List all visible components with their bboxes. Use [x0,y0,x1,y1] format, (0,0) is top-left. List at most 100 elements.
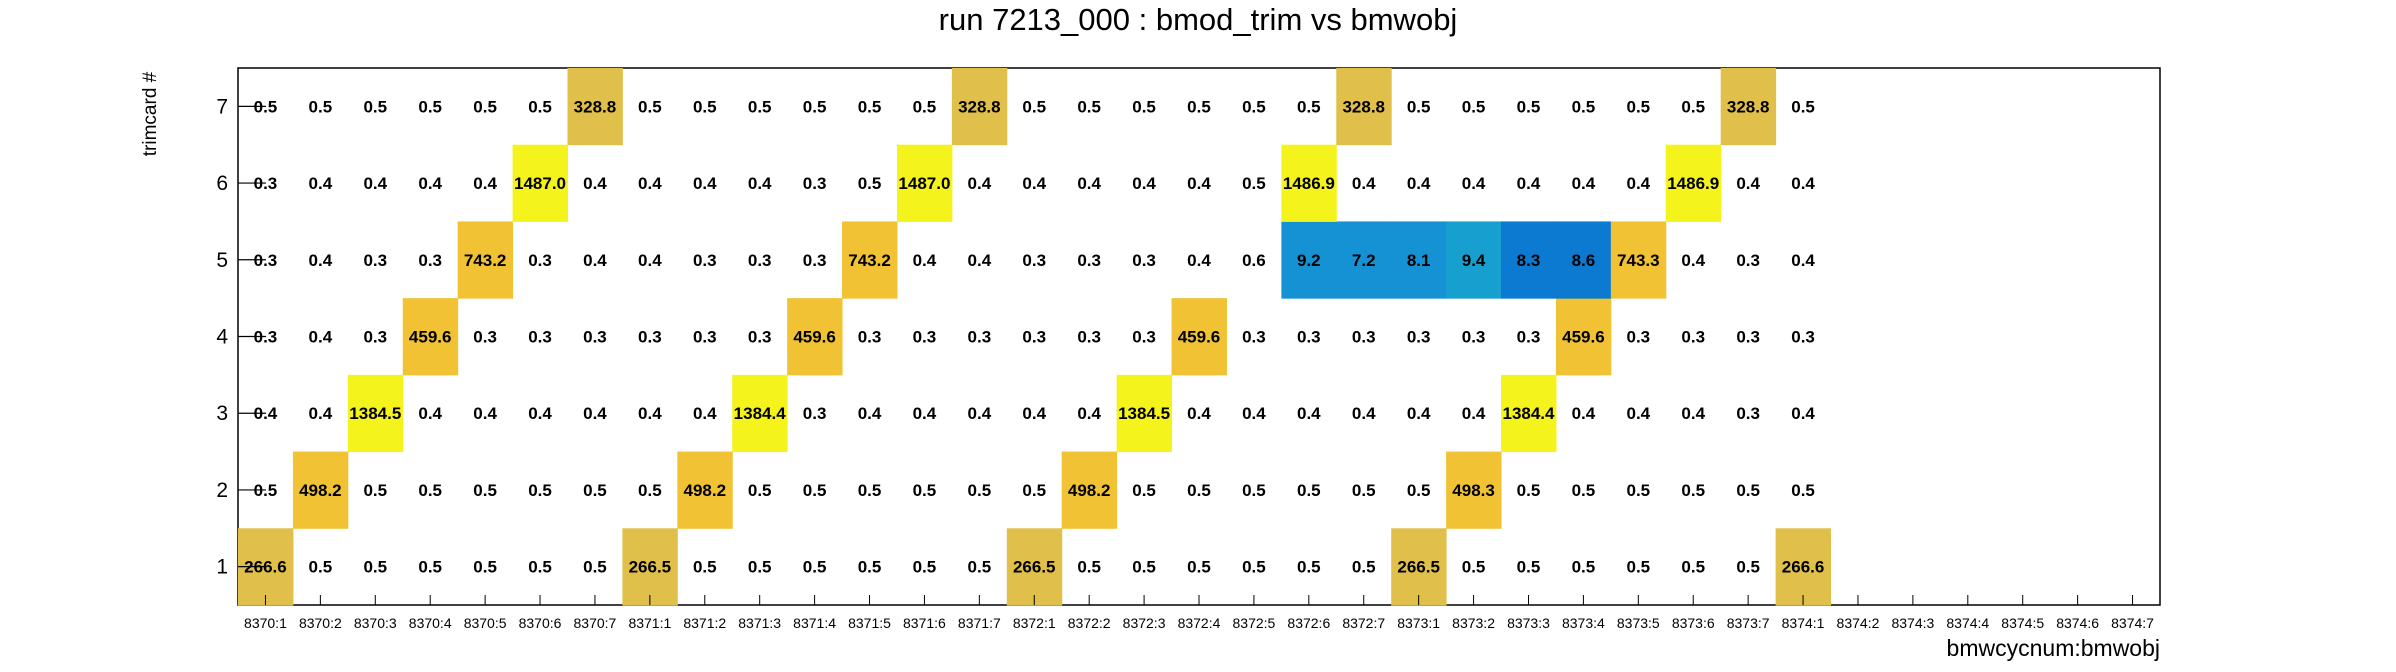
y-tick-label: 5 [216,249,228,272]
cell-value-label: 1384.5 [1118,404,1170,423]
cell-value-label: 328.8 [1727,97,1770,116]
heatmap-cell [1446,221,1502,299]
x-tick-label: 8370:1 [244,615,287,631]
cell-value-label: 0.5 [1407,97,1431,116]
x-tick-label: 8374:5 [2001,615,2044,631]
cell-value-label: 0.5 [1626,481,1650,500]
cell-value-label: 9.2 [1297,251,1321,270]
cell-value-label: 0.4 [1352,174,1376,193]
cell-value-label: 0.5 [1132,97,1156,116]
y-tick-label: 6 [216,172,228,195]
y-tick-label: 7 [216,95,228,118]
x-tick-label: 8370:2 [299,615,342,631]
y-tick-label: 1 [216,556,228,579]
x-tick-label: 8374:3 [1891,615,1934,631]
x-tick-label: 8370:3 [354,615,397,631]
heatmap-cell [1610,221,1667,299]
cell-value-label: 0.5 [1077,97,1101,116]
cell-value-label: 0.4 [418,404,442,423]
cell-value-label: 0.4 [1572,404,1596,423]
heatmap-cell [512,144,568,222]
cell-value-label: 0.3 [748,251,772,270]
cell-value-label: 743.3 [1617,251,1660,270]
cell-value-label: 0.3 [1352,328,1376,347]
cell-value-label: 0.4 [1462,404,1486,423]
cell-value-label: 0.4 [1681,404,1705,423]
cell-value-label: 0.3 [1022,328,1046,347]
cell-value-label: 0.5 [418,481,442,500]
cell-value-label: 0.3 [583,328,607,347]
cell-value-label: 0.5 [1077,558,1101,577]
cell-value-label: 0.5 [363,97,387,116]
cell-value-label: 0.5 [1297,558,1321,577]
heatmap-cell [1281,221,1337,299]
x-tick-label: 8370:4 [409,615,452,631]
cell-value-label: 498.2 [683,481,726,500]
cell-value-label: 8.3 [1517,251,1541,270]
x-tick-label: 8372:1 [1013,615,1056,631]
cell-value-label: 0.4 [309,404,333,423]
cell-value-label: 0.4 [1791,174,1815,193]
cell-value-label: 0.5 [1242,481,1266,500]
heatmap-cell [1006,528,1063,606]
cell-value-label: 0.5 [1572,558,1596,577]
cell-value-label: 0.5 [1681,558,1705,577]
chart-title: run 7213_000 : bmod_trim vs bmwobj [938,2,1458,37]
heatmap-cell [1555,221,1612,299]
cell-value-label: 0.5 [858,481,882,500]
cell-value-label: 0.4 [1791,404,1815,423]
cell-value-label: 0.5 [309,558,333,577]
cell-value-label: 1487.0 [898,174,950,193]
cell-value-label: 0.3 [1681,328,1705,347]
cell-value-label: 0.5 [473,97,497,116]
cell-value-label: 0.5 [1187,481,1211,500]
cell-value-label: 0.5 [968,558,992,577]
heatmap-cell [1391,221,1447,299]
cell-value-label: 0.5 [473,481,497,500]
cell-value-label: 0.3 [528,328,552,347]
cell-value-label: 0.4 [583,174,607,193]
cell-value-label: 1384.4 [1502,404,1555,423]
cell-value-label: 0.3 [858,328,882,347]
x-tick-label: 8372:3 [1123,615,1166,631]
cell-value-label: 0.4 [1187,174,1211,193]
cell-value-label: 0.3 [1462,328,1486,347]
cell-value-label: 0.5 [858,558,882,577]
heatmap-cell [402,298,459,376]
x-tick-label: 8371:2 [683,615,726,631]
cell-value-label: 0.5 [418,558,442,577]
cell-value-label: 0.5 [1242,174,1266,193]
cell-value-label: 0.5 [1407,481,1431,500]
cell-value-label: 0.5 [1462,558,1486,577]
cell-value-label: 0.4 [968,404,992,423]
cell-value-label: 0.3 [363,251,387,270]
cell-value-label: 0.3 [1132,251,1156,270]
cell-value-label: 0.4 [473,404,497,423]
cell-value-label: 0.5 [1132,558,1156,577]
cell-value-label: 1486.9 [1283,174,1335,193]
cell-value-label: 0.4 [1407,174,1431,193]
heatmap-cell [457,221,514,299]
heatmap-cell [1501,221,1557,299]
heatmap-cell [787,298,843,376]
cell-value-label: 0.5 [748,481,772,500]
cell-value-label: 9.4 [1462,251,1486,270]
cell-value-label: 0.3 [803,404,827,423]
cell-value-label: 0.5 [1681,97,1705,116]
x-tick-label: 8371:4 [793,615,836,631]
cell-value-label: 0.4 [638,251,662,270]
cell-value-label: 0.5 [528,481,552,500]
cell-value-label: 459.6 [1178,328,1221,347]
x-tick-label: 8371:6 [903,615,946,631]
cell-value-label: 498.2 [1068,481,1111,500]
heatmap-cell [1446,451,1502,529]
cell-value-label: 0.3 [803,174,827,193]
cell-value-label: 0.3 [363,328,387,347]
x-tick-label: 8370:5 [464,615,507,631]
x-tick-label: 8372:6 [1287,615,1330,631]
y-tick-label: 2 [216,479,228,502]
x-tick-label: 8371:1 [628,615,671,631]
cell-value-label: 0.4 [309,251,333,270]
cell-value-label: 0.4 [583,404,607,423]
heatmap-cell [896,144,953,222]
